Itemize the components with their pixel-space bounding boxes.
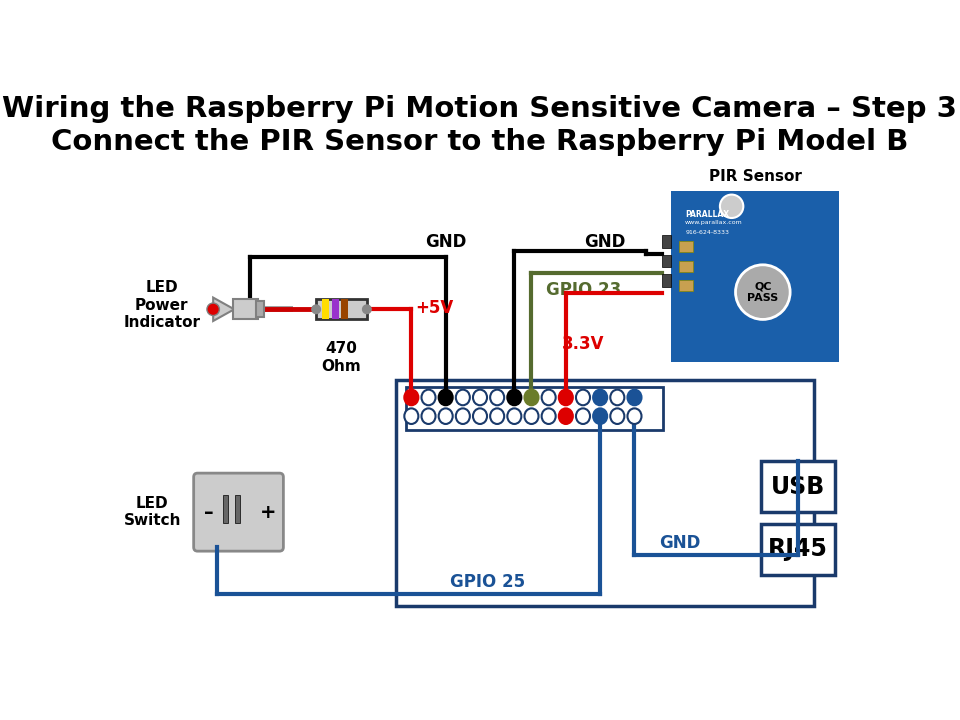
Bar <box>661 255 671 267</box>
Ellipse shape <box>628 408 641 424</box>
Bar <box>323 299 329 320</box>
Ellipse shape <box>593 408 607 424</box>
Bar <box>256 302 264 317</box>
Bar <box>232 299 257 320</box>
Ellipse shape <box>524 390 539 405</box>
Text: Wiring the Raspberry Pi Motion Sensitive Camera – Step 3: Wiring the Raspberry Pi Motion Sensitive… <box>3 95 957 123</box>
Ellipse shape <box>559 390 573 405</box>
Bar <box>406 387 663 431</box>
Bar <box>332 299 339 320</box>
Ellipse shape <box>541 390 556 405</box>
Ellipse shape <box>421 390 436 405</box>
Ellipse shape <box>576 390 590 405</box>
Ellipse shape <box>456 408 469 424</box>
Text: QC
PASS: QC PASS <box>747 282 779 303</box>
Bar <box>761 524 835 575</box>
Ellipse shape <box>473 408 487 424</box>
Text: GPIO 25: GPIO 25 <box>450 573 525 591</box>
Bar <box>223 495 228 523</box>
Text: PARALLAX: PARALLAX <box>685 210 730 219</box>
Ellipse shape <box>404 390 419 405</box>
Ellipse shape <box>576 408 590 424</box>
Bar <box>316 299 367 320</box>
Text: 3.3V: 3.3V <box>562 336 605 354</box>
Text: Connect the PIR Sensor to the Raspberry Pi Model B: Connect the PIR Sensor to the Raspberry … <box>51 127 909 156</box>
Text: GND: GND <box>660 534 701 552</box>
Bar <box>235 495 240 523</box>
Ellipse shape <box>559 408 573 424</box>
Ellipse shape <box>628 390 641 405</box>
Bar <box>661 274 671 287</box>
Circle shape <box>720 194 743 218</box>
Circle shape <box>735 265 790 320</box>
Text: 470
Ohm: 470 Ohm <box>322 341 361 374</box>
Text: LED
Power
Indicator: LED Power Indicator <box>123 281 201 330</box>
Text: 916-624-8333: 916-624-8333 <box>685 230 730 235</box>
Text: GND: GND <box>584 233 626 251</box>
Text: GND: GND <box>425 233 467 251</box>
Text: LED
Switch: LED Switch <box>124 496 181 528</box>
Bar <box>679 241 693 252</box>
Ellipse shape <box>456 390 469 405</box>
Ellipse shape <box>507 390 521 405</box>
Bar <box>341 299 348 320</box>
Bar <box>679 280 693 292</box>
Ellipse shape <box>421 408 436 424</box>
Ellipse shape <box>524 408 539 424</box>
Circle shape <box>312 305 321 314</box>
Text: USB: USB <box>771 474 825 499</box>
Bar <box>761 462 835 512</box>
Circle shape <box>363 305 372 314</box>
Ellipse shape <box>611 408 624 424</box>
Text: www.parallax.com: www.parallax.com <box>685 220 743 225</box>
Text: +5V: +5V <box>416 299 453 317</box>
Ellipse shape <box>541 408 556 424</box>
Ellipse shape <box>473 390 487 405</box>
Bar <box>661 235 671 248</box>
Ellipse shape <box>593 390 607 405</box>
Text: GPIO 23: GPIO 23 <box>546 281 621 299</box>
Ellipse shape <box>611 390 624 405</box>
Ellipse shape <box>491 408 504 424</box>
Ellipse shape <box>439 408 453 424</box>
FancyBboxPatch shape <box>194 473 283 551</box>
Ellipse shape <box>491 390 504 405</box>
Bar <box>679 261 693 272</box>
Text: RJ45: RJ45 <box>768 537 828 561</box>
Ellipse shape <box>404 408 419 424</box>
Bar <box>671 191 839 362</box>
Text: +: + <box>259 503 276 522</box>
Polygon shape <box>213 297 234 321</box>
Ellipse shape <box>507 408 521 424</box>
Circle shape <box>207 303 220 315</box>
Text: –: – <box>204 503 214 522</box>
Bar <box>396 379 814 606</box>
Ellipse shape <box>439 390 453 405</box>
Text: PIR Sensor: PIR Sensor <box>708 169 802 184</box>
